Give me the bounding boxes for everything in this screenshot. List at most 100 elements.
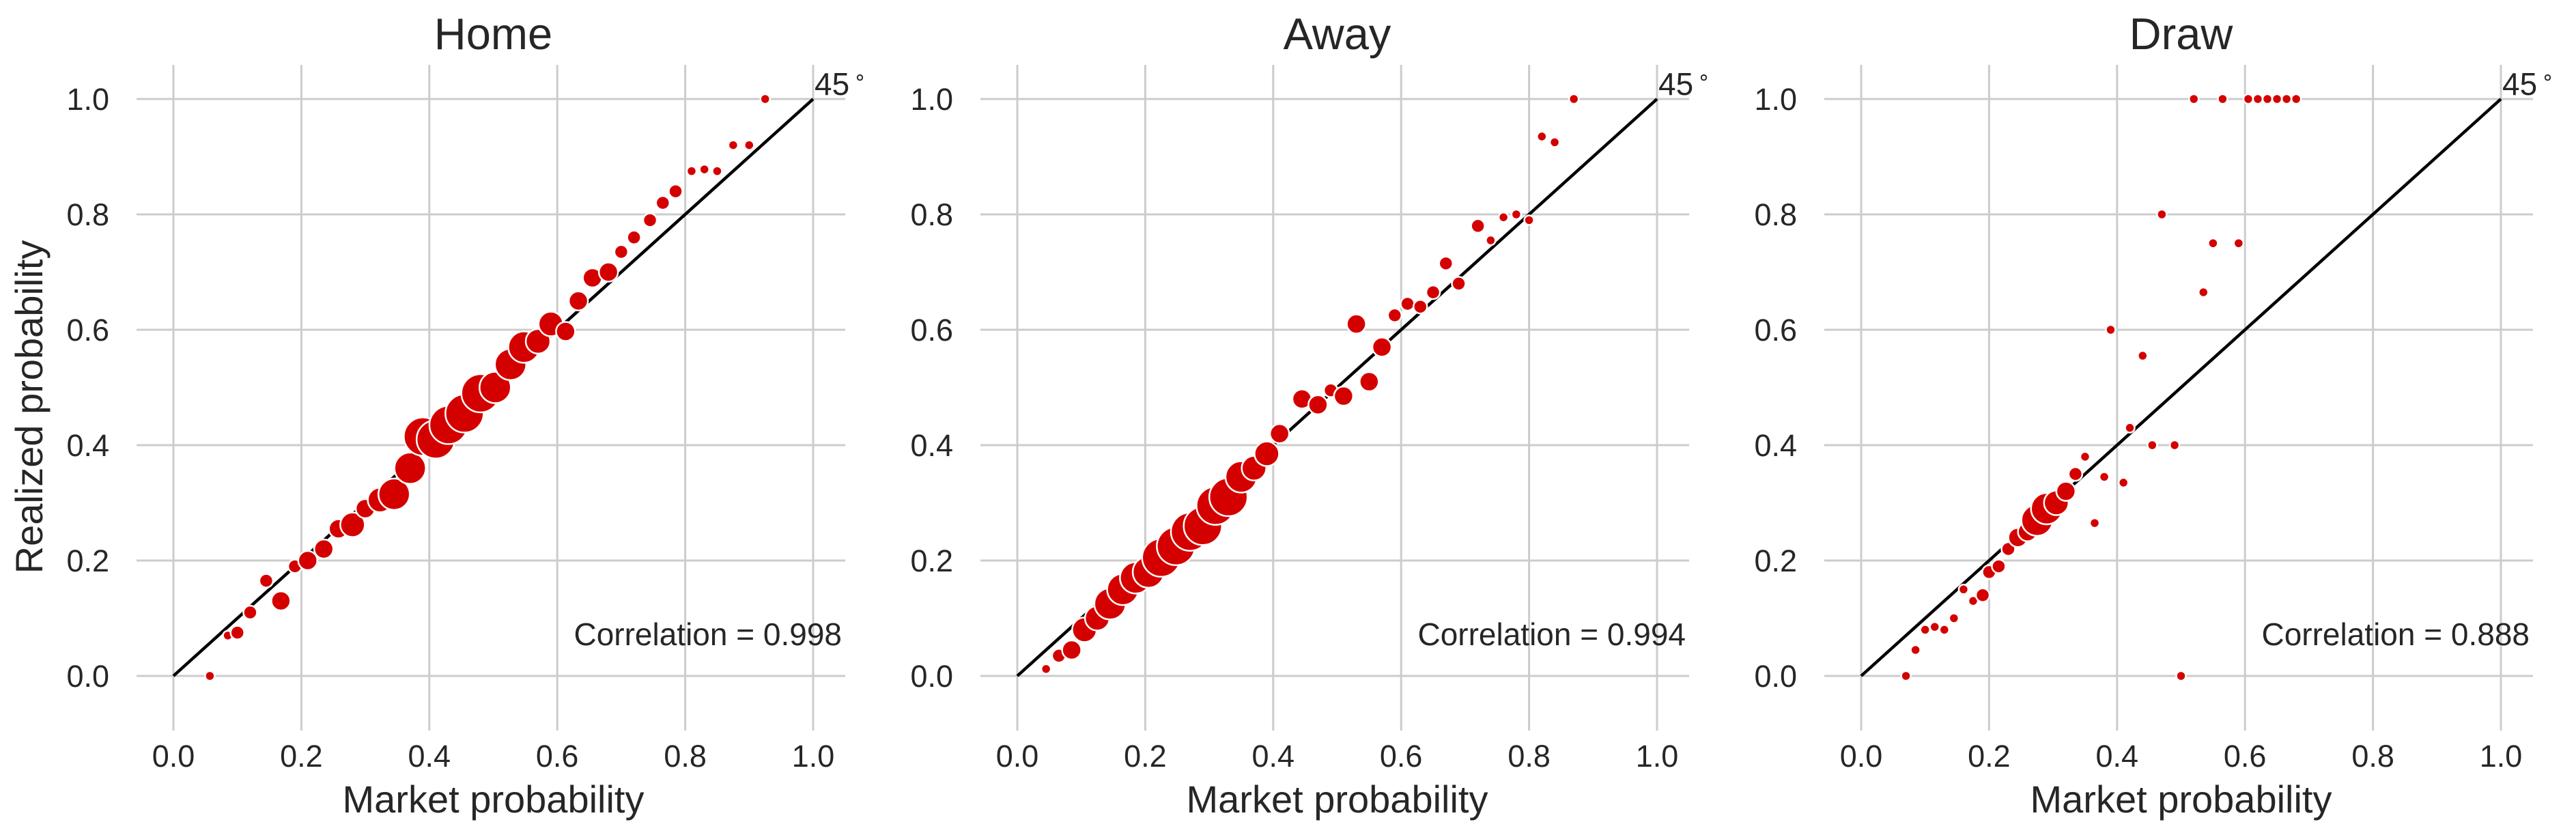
home-data-point <box>642 212 658 228</box>
away-data-point <box>1497 211 1510 223</box>
draw-data-point <box>2188 93 2200 105</box>
draw-y-tick-label: 0.2 <box>1754 543 1797 578</box>
away-data-point <box>1548 137 1561 148</box>
away-x-tick-label: 0.6 <box>1380 739 1423 774</box>
away-data-point <box>1470 218 1486 234</box>
draw-data-point <box>2124 422 2136 434</box>
away-y-tick-label: 0.0 <box>910 659 953 694</box>
away-data-point <box>1061 639 1082 661</box>
away-data-point <box>1254 440 1280 467</box>
home-y-tick-label: 1.0 <box>66 82 109 117</box>
away-y-tick-label: 0.4 <box>910 428 953 463</box>
home-data-point <box>626 229 642 246</box>
draw-data-point <box>1975 587 1991 603</box>
away-y-tick-label: 0.2 <box>910 543 953 578</box>
draw-y-tick-label: 0.0 <box>1754 659 1797 694</box>
draw-data-point <box>2089 517 2101 529</box>
away-data-point <box>1359 371 1380 393</box>
draw-data-point <box>2105 324 2117 336</box>
home-x-tick-label: 0.4 <box>408 739 451 774</box>
draw-data-point <box>2261 93 2274 105</box>
draw-data-point <box>2242 93 2254 105</box>
draw-x-tick-label: 0.2 <box>1968 739 2011 774</box>
home-data-point <box>698 163 710 175</box>
draw-y-tick-label: 0.8 <box>1754 197 1797 232</box>
draw-45-degree-value: 45 <box>2502 66 2537 102</box>
draw-data-point <box>1910 644 1921 656</box>
home-data-point <box>597 261 619 283</box>
away-data-point <box>1400 296 1415 312</box>
home-y-tick-label: 0.4 <box>66 428 109 463</box>
home-correlation-annotation: Correlation = 0.998 <box>574 617 842 652</box>
draw-data-point <box>2252 93 2264 105</box>
home-data-point <box>727 139 739 151</box>
draw-y-tick-label: 0.6 <box>1754 313 1797 348</box>
away-data-point <box>1510 208 1523 221</box>
draw-data-point <box>1991 558 2007 574</box>
home-data-point <box>229 625 245 640</box>
home-y-tick-label: 0.6 <box>66 313 109 348</box>
away-data-point <box>1523 214 1535 226</box>
draw-x-tick-label: 1.0 <box>2480 739 2523 774</box>
home-data-point <box>567 290 589 311</box>
home-data-point <box>258 573 274 589</box>
draw-data-point <box>2156 208 2168 221</box>
away-y-tick-label: 1.0 <box>910 82 953 117</box>
home-data-point <box>270 590 292 612</box>
draw-x-tick-label: 0.8 <box>2351 739 2394 774</box>
home-x-tick-label: 0.0 <box>152 739 195 774</box>
draw-data-point <box>2137 350 2149 362</box>
away-x-tick-label: 1.0 <box>1636 739 1679 774</box>
home-x-axis-label: Market probability <box>343 778 645 821</box>
away-45-degree-value: 45 <box>1658 66 1693 102</box>
panel-away: 0.0 0.2 0.4 0.6 0.8 1.0 0.0 0.2 0.4 0.6 0.8 1.0 45 ∘ A… <box>910 9 1710 821</box>
home-x-tick-label: 1.0 <box>792 739 835 774</box>
away-data-point <box>1269 423 1290 444</box>
away-data-point <box>1451 276 1467 292</box>
draw-y-tick-label: 0.4 <box>1754 428 1797 463</box>
home-data-point <box>711 165 723 177</box>
draw-data-point <box>2098 471 2110 483</box>
away-data-point <box>1413 298 1428 315</box>
away-data-point <box>1040 663 1052 675</box>
draw-data-point <box>1957 584 1970 595</box>
draw-45-degree-label: 45 ∘ <box>2502 66 2554 102</box>
away-data-point <box>1536 130 1548 143</box>
home-data-point <box>685 165 698 177</box>
away-data-point <box>1485 234 1497 246</box>
home-data-point <box>655 195 671 211</box>
draw-data-point <box>2067 466 2084 482</box>
draw-data-point <box>2055 481 2077 502</box>
home-y-tick-label: 0.8 <box>66 197 109 232</box>
home-data-point <box>759 93 771 105</box>
home-data-point <box>339 511 366 538</box>
home-data-point <box>479 371 512 404</box>
draw-data-point <box>2117 477 2129 489</box>
draw-data-point <box>2175 670 2187 682</box>
home-x-tick-label: 0.8 <box>664 739 707 774</box>
away-data-point <box>1438 255 1454 272</box>
draw-data-point <box>2271 93 2283 105</box>
home-45-degree-label: 45 ∘ <box>815 66 866 102</box>
draw-x-tick-label: 0.4 <box>2096 739 2139 774</box>
away-y-tick-label: 0.8 <box>910 197 953 232</box>
home-y-tick-label: 0.0 <box>66 659 109 694</box>
panel-home: 0.0 0.2 0.4 0.6 0.8 1.0 0.0 0.2 0.4 0.6 0.8 1.0 45 ∘ H… <box>66 9 866 821</box>
away-data-point <box>1568 93 1580 105</box>
draw-data-point <box>1948 612 1960 624</box>
draw-title: Draw <box>2129 9 2234 59</box>
draw-data-point <box>2147 439 2158 451</box>
home-data-point <box>668 183 683 199</box>
away-x-tick-label: 0.2 <box>1124 739 1167 774</box>
home-title: Home <box>434 9 552 59</box>
away-x-tick-label: 0.0 <box>996 739 1039 774</box>
away-y-tick-label: 0.6 <box>910 313 953 348</box>
home-45-degree-symbol: ∘ <box>853 66 866 89</box>
away-data-point <box>1333 385 1355 407</box>
draw-data-point <box>1938 624 1951 636</box>
draw-data-point <box>2233 238 2245 249</box>
away-data-point <box>1371 337 1393 358</box>
away-data-point <box>1307 394 1329 416</box>
draw-x-tick-label: 0.0 <box>1840 739 1883 774</box>
